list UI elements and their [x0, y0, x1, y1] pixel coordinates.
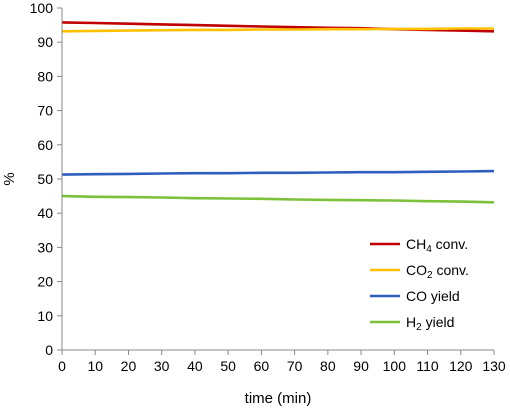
x-tick-label: 30: [154, 358, 170, 374]
y-tick-label: 70: [37, 103, 53, 119]
x-tick-label: 80: [320, 358, 336, 374]
x-tick-label: 0: [58, 358, 66, 374]
y-tick-label: 80: [37, 68, 53, 84]
x-tick-label: 90: [353, 358, 369, 374]
x-tick-label: 100: [383, 358, 407, 374]
series-line-1: [61, 27, 494, 33]
y-axis-title: %: [1, 172, 18, 185]
x-tick-label: 10: [87, 358, 103, 374]
x-axis-title: time (min): [245, 390, 312, 407]
series-line-3: [61, 194, 495, 204]
y-tick-label: 10: [37, 308, 53, 324]
y-tick-label: 50: [37, 171, 53, 187]
x-tick-label: 70: [287, 358, 303, 374]
y-axis-ticks: [57, 7, 62, 351]
y-tick-label: 90: [37, 34, 53, 50]
y-axis-tick-labels: 0 10 20 30 40 50 60 70 80 90 100: [30, 0, 54, 358]
y-tick-label: 0: [45, 342, 53, 358]
series-line-2: [61, 169, 495, 176]
x-tick-label: 110: [416, 358, 439, 374]
x-tick-label: 50: [220, 358, 236, 374]
x-axis-tick-labels: 0 10 20 30 40 50 60 70 80 90 100 110 120 130: [58, 358, 506, 374]
x-axis-ticks: [61, 350, 495, 355]
y-tick-label: 20: [37, 274, 53, 290]
y-tick-label: 60: [37, 137, 53, 153]
x-tick-label: 40: [187, 358, 203, 374]
y-tick-label: 100: [30, 0, 54, 16]
legend-label: H2 yield: [406, 314, 454, 333]
legend-label: CO2 conv.: [406, 262, 469, 281]
x-tick-label: 120: [449, 358, 473, 374]
x-tick-label: 60: [254, 358, 270, 374]
legend-label: CO yield: [406, 288, 460, 304]
y-tick-label: 30: [37, 239, 53, 255]
y-tick-label: 40: [37, 205, 53, 221]
legend: CH4 conv. CO2 conv. CO yield H2 yield: [370, 236, 469, 333]
x-tick-label: 20: [121, 358, 137, 374]
x-tick-label: 130: [482, 358, 506, 374]
legend-label: CH4 conv.: [406, 236, 468, 255]
series-lines: [61, 21, 495, 204]
